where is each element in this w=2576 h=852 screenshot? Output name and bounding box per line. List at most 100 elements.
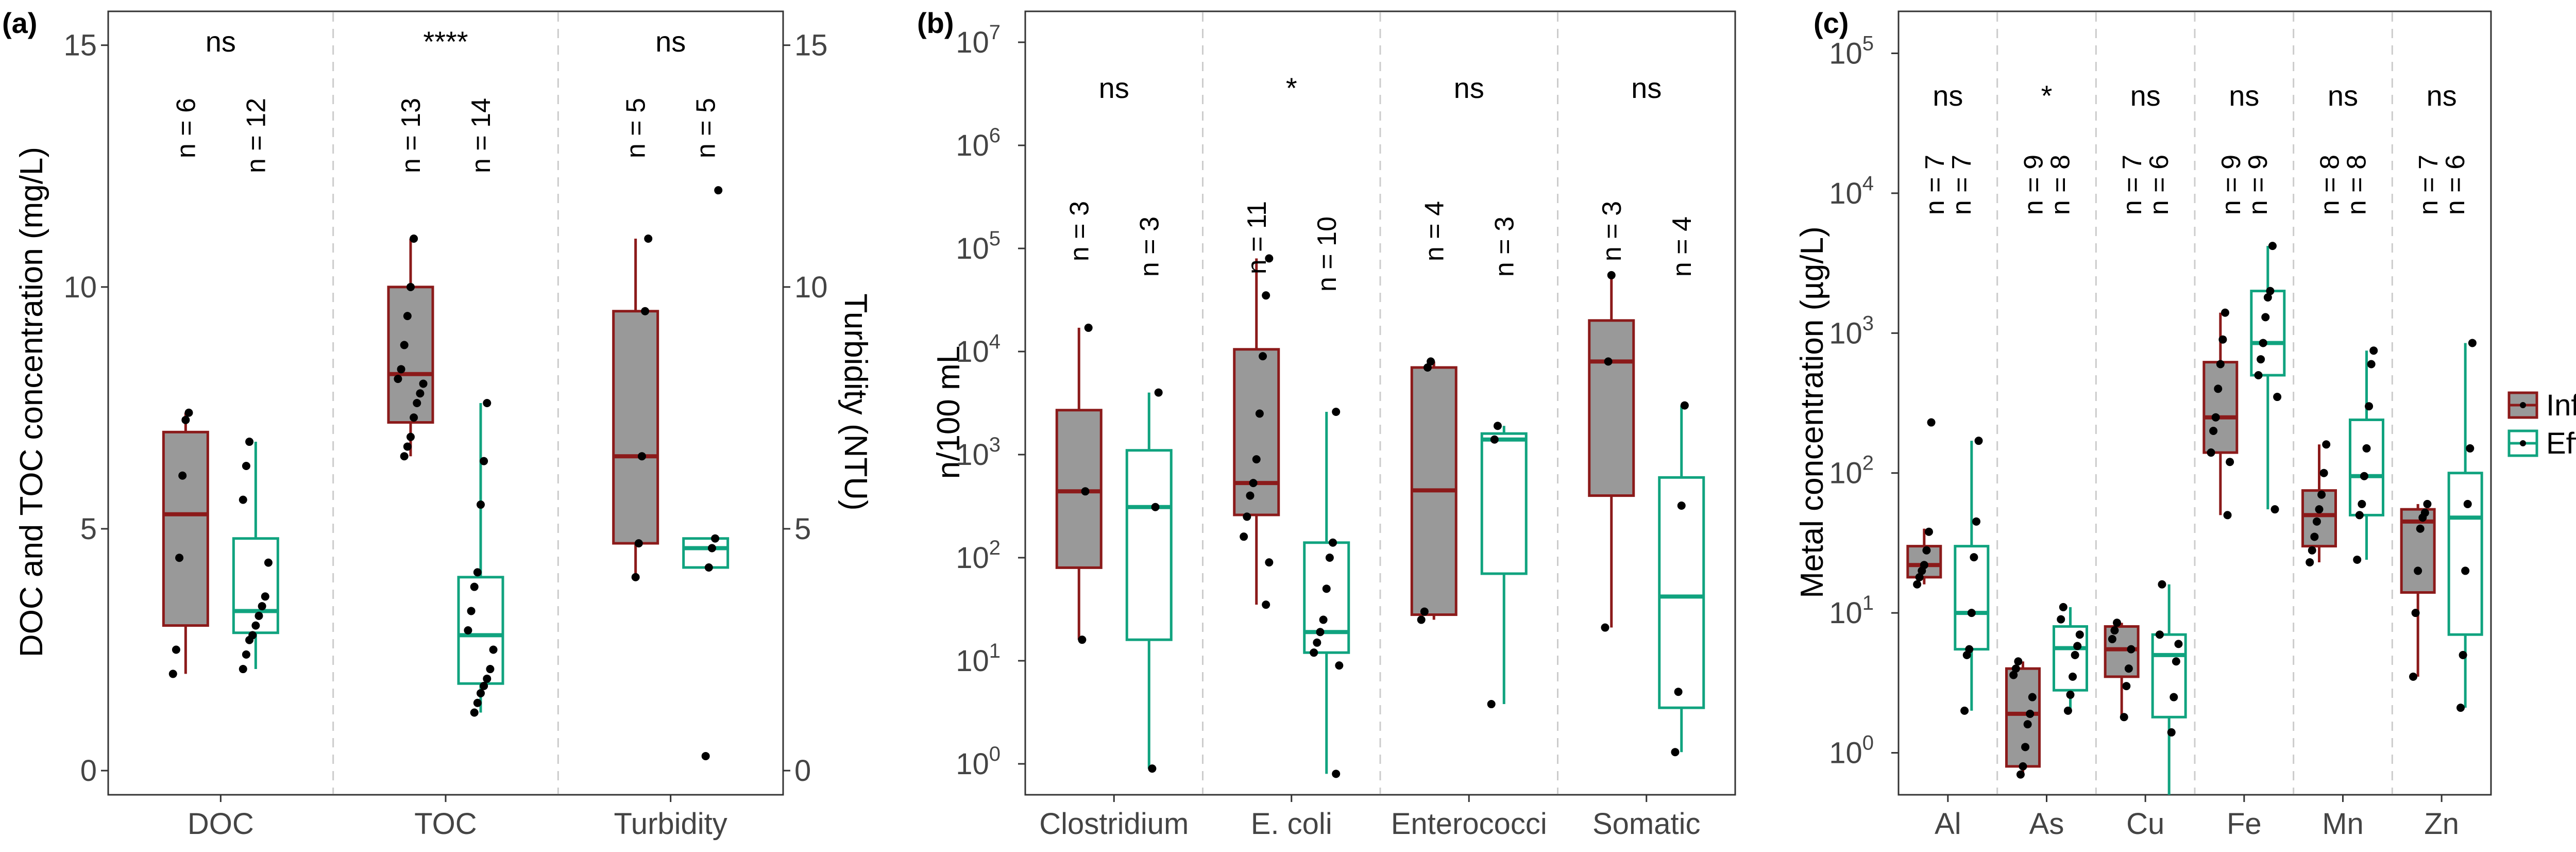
effluent-data-point <box>242 461 250 470</box>
effluent-data-point <box>2069 672 2077 681</box>
influent-data-point <box>2113 619 2122 627</box>
effluent-data-point <box>261 592 269 601</box>
influent-data-point <box>2023 720 2032 729</box>
legend-label-effluent: Effluent <box>2546 427 2576 460</box>
effluent-data-point <box>467 607 476 615</box>
y-tick-label: 103 <box>1829 312 1874 350</box>
effluent-data-point <box>245 438 254 446</box>
legend-label-influent: Influent <box>2546 389 2576 422</box>
y-tick-label: 106 <box>956 124 1001 162</box>
influent-data-point <box>2216 360 2225 369</box>
y2-tick-label: 5 <box>794 512 811 546</box>
effluent-iqr-box <box>1125 449 1173 641</box>
effluent-data-point <box>1967 609 1976 617</box>
effluent-data-point <box>1332 408 1341 416</box>
significance-label: * <box>2041 79 2053 112</box>
effluent-data-point <box>1972 517 1980 526</box>
influent-data-point <box>1084 323 1093 332</box>
effluent-data-point <box>2459 650 2467 659</box>
influent-iqr-box <box>2005 667 2041 768</box>
effluent-n-label: n = 5 <box>691 98 721 158</box>
effluent-n-label: n = 10 <box>1312 216 1342 292</box>
effluent-data-point <box>258 602 266 611</box>
effluent-data-point <box>483 674 492 683</box>
effluent-data-point <box>480 681 488 690</box>
effluent-data-point <box>2369 346 2378 355</box>
effluent-n-label: n = 8 <box>2046 155 2076 215</box>
influent-data-point <box>168 670 177 678</box>
influent-n-label: n = 4 <box>1419 201 1449 261</box>
y-tick-label: 105 <box>1829 32 1874 70</box>
effluent-data-point <box>242 650 250 659</box>
effluent-n-label: n = 12 <box>241 98 271 173</box>
effluent-data-point <box>707 544 716 553</box>
effluent-data-point <box>483 399 492 407</box>
influent-data-point <box>1262 600 1270 609</box>
influent-data-point <box>2209 427 2218 436</box>
influent-n-label: n = 5 <box>621 98 651 158</box>
influent-box: n = 7 <box>2104 155 2147 722</box>
influent-data-point <box>2009 671 2018 679</box>
effluent-data-point <box>1493 422 1502 430</box>
effluent-data-point <box>1329 538 1337 547</box>
effluent-data-point <box>1677 501 1686 510</box>
influent-box: n = 9 <box>2202 155 2246 520</box>
x-tick-label: DOC <box>188 807 254 841</box>
effluent-data-point <box>701 751 710 760</box>
influent-data-point <box>1922 546 1931 555</box>
effluent-data-point <box>480 457 488 465</box>
influent-data-point <box>1420 607 1429 616</box>
influent-data-point <box>2312 517 2321 526</box>
effluent-data-point <box>255 611 263 620</box>
effluent-data-point <box>714 186 723 195</box>
effluent-data-point <box>2355 511 2364 520</box>
influent-data-point <box>2218 335 2227 344</box>
effluent-data-point <box>239 495 247 504</box>
y-tick-label: 107 <box>956 21 1001 59</box>
y-tick-label: 104 <box>956 330 1001 369</box>
x-tick-label: E. coli <box>1251 807 1332 841</box>
influent-data-point <box>2310 532 2319 541</box>
influent-data-point <box>2014 657 2023 666</box>
influent-data-point <box>1927 418 1936 427</box>
category-e-coli: E. coli * n = 11 n = 10 <box>1233 72 1350 841</box>
influent-data-point <box>403 312 412 321</box>
influent-data-point <box>181 415 190 424</box>
influent-iqr-box <box>2202 361 2239 454</box>
influent-data-point <box>1913 580 1922 589</box>
influent-data-point <box>406 432 415 441</box>
effluent-iqr-box <box>1954 545 1990 651</box>
effluent-n-label: n = 3 <box>1489 216 1519 277</box>
effluent-data-point <box>251 621 260 630</box>
effluent-data-point <box>2266 287 2275 295</box>
influent-data-point <box>410 413 418 422</box>
influent-data-point <box>2308 546 2316 555</box>
effluent-data-point <box>1974 437 1983 445</box>
y-tick-label: 0 <box>80 754 97 788</box>
effluent-data-point <box>464 626 472 634</box>
significance-label: ns <box>655 25 686 58</box>
influent-data-point <box>1920 561 1928 570</box>
effluent-data-point <box>2263 293 2272 302</box>
influent-n-label: n = 7 <box>1920 155 1950 215</box>
category-turbidity: Turbidity ns n = 5 n = 5 <box>612 25 730 841</box>
panel-c-tag: (c) <box>1814 7 1849 39</box>
effluent-box: n = 7 <box>1947 155 1990 715</box>
effluent-data-point <box>1313 638 1321 647</box>
influent-data-point <box>2306 558 2314 566</box>
effluent-iqr-box <box>1480 432 1528 575</box>
category-as: As * n = 9n = 8 <box>2005 79 2088 841</box>
influent-data-point <box>2420 508 2429 517</box>
influent-data-point <box>1246 491 1255 500</box>
influent-box: n = 5 <box>612 98 659 581</box>
influent-data-point <box>2019 762 2027 771</box>
significance-label: ns <box>2427 79 2457 112</box>
legend-key-effluent-dot <box>2520 440 2526 446</box>
influent-data-point <box>1601 623 1609 632</box>
influent-data-point <box>1259 352 1267 361</box>
significance-label: ns <box>1631 72 1662 104</box>
influent-box: n = 9 <box>2005 155 2049 779</box>
effluent-data-point <box>2261 313 2270 322</box>
effluent-n-label: n = 6 <box>2144 155 2174 215</box>
